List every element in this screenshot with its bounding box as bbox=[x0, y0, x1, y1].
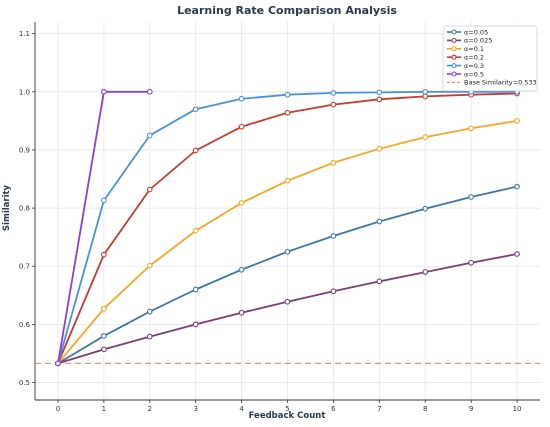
legend-label: α=0.1 bbox=[464, 45, 484, 53]
x-tick-label: 8 bbox=[423, 405, 427, 413]
data-point bbox=[422, 93, 429, 100]
data-point bbox=[330, 101, 337, 108]
data-series bbox=[35, 88, 540, 367]
x-tick-label: 6 bbox=[331, 405, 336, 413]
legend-label: α=0.2 bbox=[464, 54, 484, 62]
data-point bbox=[146, 186, 153, 193]
y-axis-label: Similarity bbox=[2, 184, 12, 231]
data-point bbox=[330, 233, 337, 239]
y-tick-label: 1.0 bbox=[19, 88, 30, 96]
legend-swatch-marker bbox=[451, 71, 457, 77]
data-point bbox=[422, 88, 429, 95]
data-point bbox=[376, 218, 383, 225]
data-point bbox=[376, 89, 383, 96]
data-point bbox=[238, 95, 245, 102]
x-axis-label: Feedback Count bbox=[249, 411, 326, 421]
data-point bbox=[101, 197, 107, 204]
data-point bbox=[468, 125, 474, 132]
legend-swatch-marker bbox=[451, 29, 457, 35]
chart-title: Learning Rate Comparison Analysis bbox=[177, 4, 397, 17]
data-point bbox=[146, 262, 153, 269]
data-point bbox=[101, 251, 107, 258]
data-point bbox=[192, 286, 199, 293]
x-tick-label: 2 bbox=[148, 405, 152, 413]
gridlines bbox=[35, 22, 540, 400]
data-point bbox=[376, 145, 383, 152]
legend-label: α=0.05 bbox=[464, 28, 488, 36]
data-point bbox=[284, 109, 291, 116]
data-point bbox=[192, 106, 199, 113]
legend-swatch-marker bbox=[451, 37, 457, 43]
legend-entry: α=0.3 bbox=[447, 62, 484, 70]
axes: 0 1 2 3 4 5 6 7 8 9 10 0.5 0.6 0.7 0.8 0.9 1.0 1.1 bbox=[19, 22, 540, 413]
legend-entry: α=0.025 bbox=[447, 37, 492, 45]
data-point bbox=[101, 88, 107, 95]
data-point bbox=[192, 147, 199, 154]
y-tick-label: 1.1 bbox=[19, 30, 30, 38]
data-point bbox=[284, 248, 291, 255]
data-point bbox=[192, 321, 199, 328]
x-tick-label: 5 bbox=[285, 405, 289, 413]
data-point bbox=[101, 346, 107, 353]
data-point bbox=[376, 278, 383, 285]
data-point bbox=[146, 88, 153, 95]
x-tick-label: 7 bbox=[377, 405, 381, 413]
legend-entry: α=0.1 bbox=[447, 45, 484, 53]
data-point bbox=[101, 333, 107, 339]
data-point bbox=[284, 298, 291, 305]
data-point bbox=[468, 194, 474, 200]
data-point bbox=[422, 205, 429, 212]
y-tick-label: 0.5 bbox=[19, 379, 30, 387]
legend-swatch-marker bbox=[451, 46, 457, 52]
data-point bbox=[514, 251, 520, 257]
y-tick-label: 0.9 bbox=[19, 146, 30, 154]
data-point bbox=[514, 118, 520, 124]
legend-label: α=0.5 bbox=[464, 70, 484, 78]
y-tick-label: 0.7 bbox=[19, 263, 30, 271]
data-point bbox=[422, 269, 429, 275]
series bbox=[55, 88, 153, 367]
x-tick-label: 10 bbox=[513, 405, 522, 413]
data-point bbox=[146, 132, 153, 139]
data-point bbox=[468, 259, 474, 266]
data-point bbox=[330, 90, 337, 96]
data-point bbox=[238, 123, 245, 130]
data-point bbox=[238, 200, 245, 206]
legend-entry: α=0.5 bbox=[447, 70, 484, 78]
legend-swatch-marker bbox=[451, 63, 457, 69]
legend-entry: Base Similarity=0.533 bbox=[447, 79, 537, 87]
data-point bbox=[422, 134, 429, 140]
data-point bbox=[146, 333, 153, 340]
data-point bbox=[330, 159, 337, 166]
legend-box bbox=[442, 25, 538, 92]
data-point bbox=[514, 183, 520, 190]
data-point bbox=[330, 288, 337, 295]
legend-label: α=0.3 bbox=[464, 62, 484, 70]
legend-label: α=0.025 bbox=[464, 37, 492, 45]
data-point bbox=[192, 227, 199, 234]
y-tick-label: 0.6 bbox=[19, 321, 31, 329]
data-point bbox=[146, 308, 153, 315]
x-tick-label: 1 bbox=[102, 405, 106, 413]
x-tick-label: 4 bbox=[239, 405, 244, 413]
x-tick-label: 9 bbox=[469, 405, 473, 413]
data-point bbox=[284, 91, 291, 98]
x-tick-label: 0 bbox=[56, 405, 60, 413]
legend-swatch-marker bbox=[451, 54, 457, 60]
data-point bbox=[55, 360, 61, 367]
x-tick-label: 3 bbox=[193, 405, 197, 413]
data-point bbox=[238, 266, 245, 273]
legend-entry: α=0.05 bbox=[447, 28, 488, 36]
legend-label: Base Similarity=0.533 bbox=[464, 79, 537, 87]
data-point bbox=[284, 177, 291, 184]
data-point bbox=[238, 309, 245, 316]
y-tick-label: 0.8 bbox=[19, 205, 30, 213]
data-point bbox=[101, 305, 107, 312]
legend-entry: α=0.2 bbox=[447, 54, 484, 62]
data-point bbox=[376, 96, 383, 103]
